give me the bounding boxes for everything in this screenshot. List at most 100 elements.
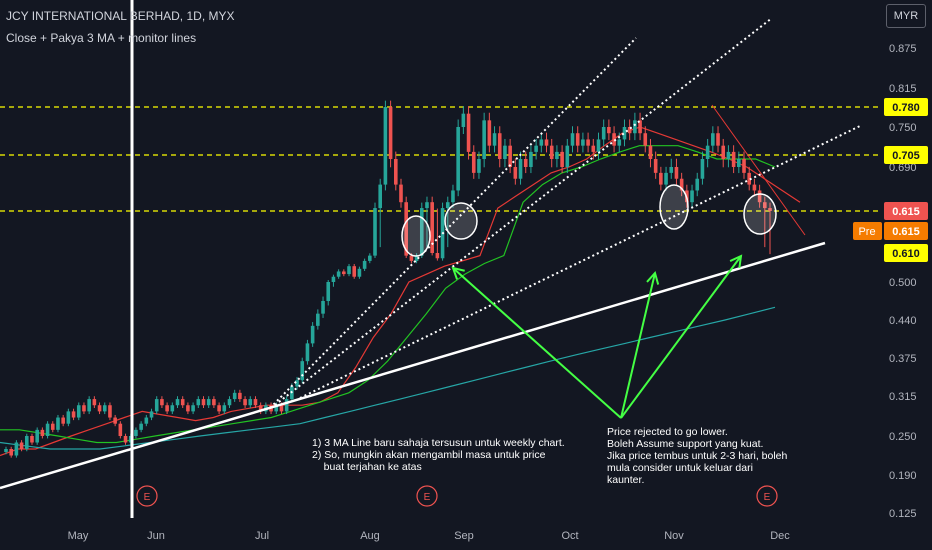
candle-body <box>71 411 76 418</box>
candle-body <box>497 133 502 159</box>
support-circle <box>659 184 689 230</box>
currency-button[interactable]: MYR <box>886 4 926 28</box>
x-tick-label: Dec <box>770 530 790 542</box>
candle-body <box>529 151 533 167</box>
candle-body <box>321 301 325 314</box>
resistance-line <box>711 104 806 236</box>
price-label-last: 0.615 <box>892 206 920 218</box>
price-label-pre: 0.615 <box>892 226 920 238</box>
candlesticks <box>4 100 772 458</box>
candle-body <box>487 120 492 146</box>
candle-body <box>274 405 279 412</box>
candle-body <box>627 127 632 134</box>
price-label-level: 0.610 <box>892 248 920 260</box>
candle-body <box>118 423 123 436</box>
candle-body <box>50 423 55 430</box>
candle-body <box>66 411 71 424</box>
candle-body <box>61 417 65 424</box>
y-tick-label: 0.875 <box>889 43 917 55</box>
weekly-ma-note: 1) 3 MA Line baru sahaja tersusun untuk … <box>312 437 565 473</box>
candle-body <box>201 399 206 406</box>
y-tick-label: 0.250 <box>889 431 917 443</box>
price-label-level: 0.780 <box>892 102 920 114</box>
candle-body <box>643 133 648 146</box>
candle-body <box>326 282 331 301</box>
candle-body <box>565 145 570 167</box>
candle-body <box>539 139 544 146</box>
candle-body <box>570 133 575 146</box>
candle-body <box>180 399 185 406</box>
candle-body <box>430 202 434 253</box>
candle-body <box>378 184 383 209</box>
candle-body <box>669 167 674 173</box>
candle-body <box>705 145 710 159</box>
candle-body <box>82 405 86 412</box>
candle-body <box>503 145 507 159</box>
price-label-box <box>884 202 928 220</box>
candle-body <box>134 429 138 436</box>
y-tick-label: 0.750 <box>889 122 917 134</box>
candle-body <box>482 120 486 159</box>
candle-body <box>206 399 211 406</box>
candle-body <box>196 399 201 406</box>
candle-body <box>513 167 518 179</box>
candle-body <box>399 184 403 203</box>
annotation-arrows <box>451 254 743 419</box>
candle-body <box>471 151 476 173</box>
trendlines <box>0 0 863 518</box>
candle-body <box>544 139 549 146</box>
candle-body <box>617 139 622 146</box>
candle-body <box>87 399 91 412</box>
candle-body <box>633 120 637 134</box>
time-axis[interactable]: May Jun Jul Aug Sep Oct Nov Dec <box>68 530 791 542</box>
candle-body <box>752 184 757 191</box>
candle-body <box>102 405 107 412</box>
candle-body <box>763 202 767 209</box>
candle-body <box>35 429 39 443</box>
candle-body <box>362 260 367 269</box>
candle-body <box>357 268 362 277</box>
candle-body <box>4 449 8 452</box>
candle-body <box>24 436 29 449</box>
candle-body <box>721 145 726 159</box>
candle-body <box>243 399 247 406</box>
candle-body <box>508 145 512 167</box>
candle-body <box>518 159 523 179</box>
candle-body <box>768 208 772 211</box>
candle-body <box>113 417 117 424</box>
candle-body <box>336 271 341 277</box>
candle-body <box>253 399 258 406</box>
candle-body <box>700 159 705 179</box>
y-tick-label: 0.500 <box>889 277 917 289</box>
support-trendline <box>0 241 826 490</box>
x-tick-label: Nov <box>664 530 684 542</box>
earnings-marker <box>136 485 158 507</box>
candle-body <box>653 159 658 173</box>
support-circle <box>743 193 777 235</box>
candle-body <box>14 442 19 456</box>
candle-body <box>549 145 554 159</box>
candle-body <box>92 399 97 406</box>
price-label-box <box>884 98 928 116</box>
candle-body <box>305 343 310 362</box>
candle-body <box>586 139 590 146</box>
candle-body <box>601 127 606 140</box>
price-label-box <box>884 222 928 240</box>
candle-body <box>347 266 351 275</box>
candle-body <box>695 178 700 191</box>
x-tick-label: May <box>68 530 89 542</box>
candle-body <box>217 405 221 412</box>
arrow-head <box>729 254 743 269</box>
candle-body <box>409 255 414 261</box>
support-note: Price rejected to go lower. Boleh Assume… <box>607 426 788 486</box>
chart-title: JCY INTERNATIONAL BERHAD, 1D, MYX <box>6 9 235 23</box>
earnings-marker-label: E <box>144 492 151 503</box>
candle-body <box>679 178 684 191</box>
candle-body <box>30 436 34 443</box>
candle-body <box>659 172 663 185</box>
dotted-channel-line <box>269 37 637 409</box>
candle-body <box>284 399 289 412</box>
dotted-channel-line <box>299 124 863 399</box>
candle-body <box>248 399 253 406</box>
